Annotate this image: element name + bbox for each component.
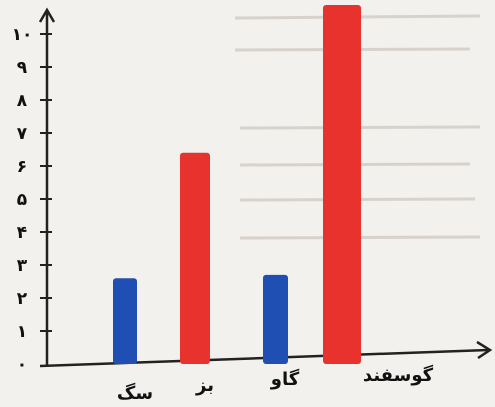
- y-tick-label: ۱۰: [12, 25, 33, 45]
- y-tick-label: ۹: [17, 58, 28, 78]
- y-tick-label: ۷: [17, 124, 28, 144]
- x-category-label: گاو: [270, 368, 300, 390]
- y-tick-label: ۲: [17, 289, 28, 309]
- x-category-label: گوسفند: [363, 364, 434, 386]
- y-tick-label: ۸: [17, 91, 28, 111]
- y-tick-label: ۵: [17, 190, 27, 210]
- x-axis-arrowhead: [476, 340, 493, 360]
- x-category-label: سگ: [117, 382, 153, 403]
- y-tick-label: ۴: [17, 223, 27, 243]
- bar-4: [323, 5, 361, 364]
- y-tick-label: ۰: [17, 355, 27, 375]
- y-tick-label: ۶: [17, 157, 27, 177]
- bar-3: [263, 274, 288, 364]
- y-axis-arrowhead: [38, 7, 56, 23]
- x-category-label: بز: [195, 375, 214, 396]
- bar-2: [180, 152, 210, 364]
- y-tick-label: ۱: [17, 322, 27, 342]
- bar-1: [113, 278, 137, 364]
- y-tick-label: ۳: [17, 256, 28, 276]
